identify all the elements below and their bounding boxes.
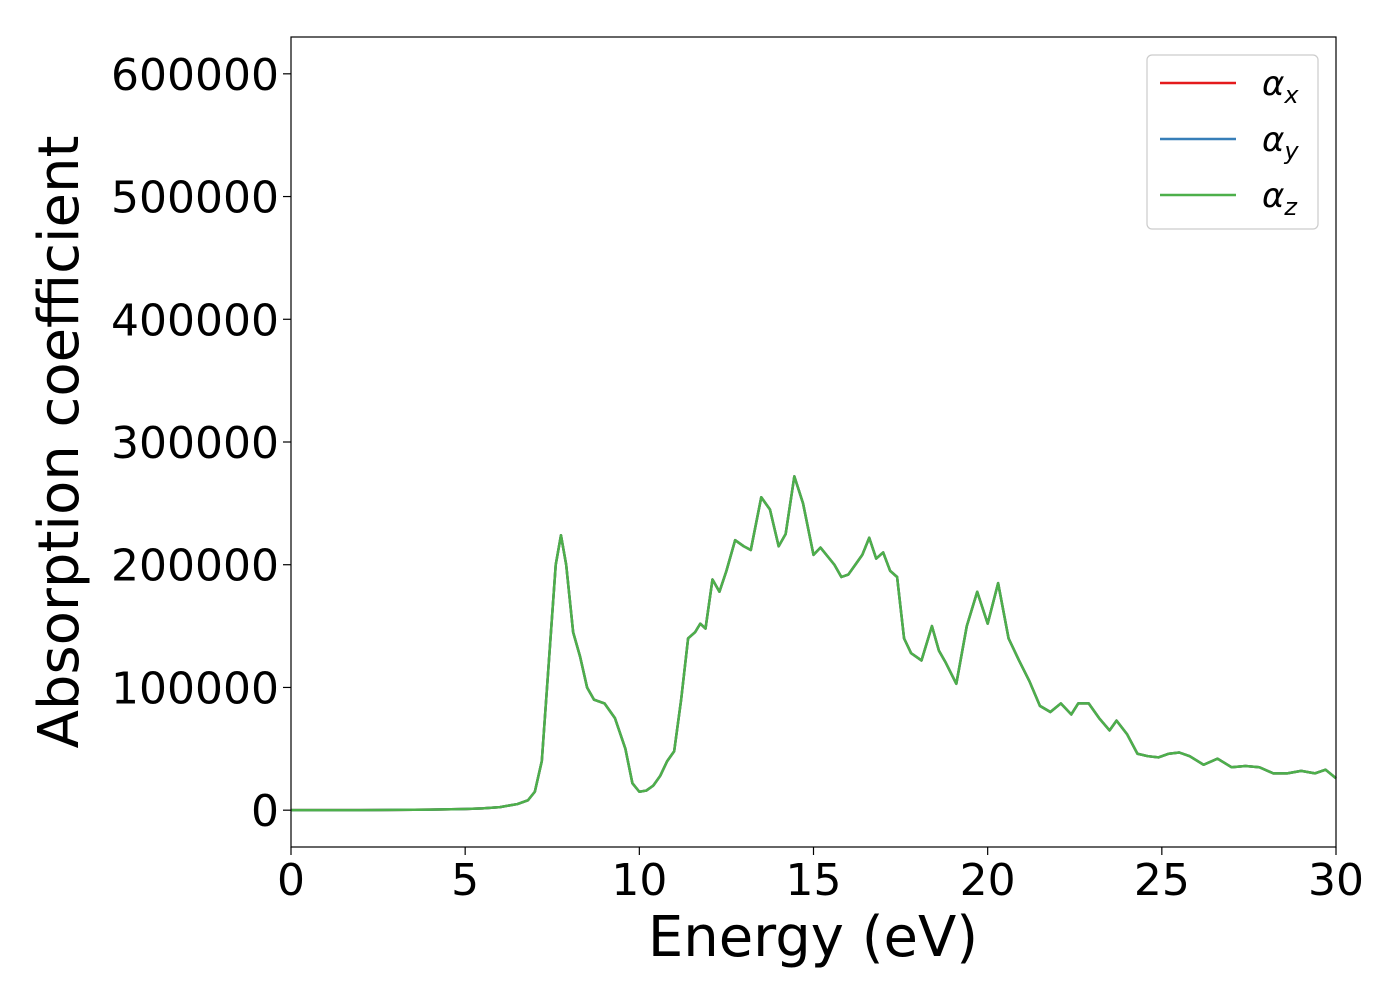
legend-label-z: αz bbox=[1262, 176, 1298, 221]
legend-symbol: α bbox=[1262, 120, 1284, 160]
legend-subscript: x bbox=[1283, 81, 1299, 109]
y-tick-label: 0 bbox=[251, 786, 279, 837]
y-tick-label: 400000 bbox=[111, 295, 279, 346]
x-tick-label: 20 bbox=[960, 855, 1016, 906]
legend-symbol: α bbox=[1262, 64, 1284, 104]
x-tick-label: 10 bbox=[611, 855, 667, 906]
x-axis-label: Energy (eV) bbox=[648, 905, 978, 970]
legend-label-x: αx bbox=[1262, 64, 1299, 109]
y-tick-label: 100000 bbox=[111, 663, 279, 714]
y-tick-label: 500000 bbox=[111, 173, 279, 224]
series-line-z bbox=[291, 475, 1337, 812]
legend-subscript: y bbox=[1283, 137, 1299, 165]
x-tick-label: 5 bbox=[451, 855, 479, 906]
y-axis: 0 100000 200000 300000 400000 500000 600000 bbox=[111, 50, 291, 837]
y-tick-label: 300000 bbox=[111, 418, 279, 469]
legend-label-y: αy bbox=[1262, 120, 1299, 165]
x-tick-label: 25 bbox=[1134, 855, 1190, 906]
legend-symbol: α bbox=[1262, 176, 1284, 216]
x-tick-label: 0 bbox=[277, 855, 305, 906]
legend-subscript: z bbox=[1283, 193, 1298, 221]
x-tick-label: 15 bbox=[786, 855, 842, 906]
x-axis: 0 5 10 15 20 25 30 bbox=[277, 847, 1364, 906]
y-tick-label: 200000 bbox=[111, 541, 279, 592]
x-tick-label: 30 bbox=[1308, 855, 1364, 906]
series-layer bbox=[291, 475, 1337, 812]
y-axis-label: Absorption coefficient bbox=[27, 136, 92, 749]
legend-box bbox=[1146, 54, 1319, 230]
y-tick-label: 600000 bbox=[111, 50, 279, 101]
